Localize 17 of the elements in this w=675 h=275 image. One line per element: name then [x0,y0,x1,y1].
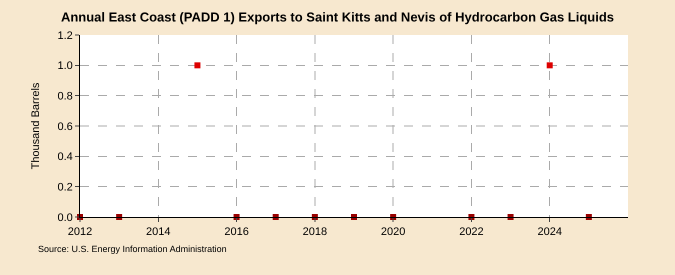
y-tick-label: 0.6 [58,120,73,133]
x-tick-label: 2020 [380,226,406,238]
x-tick-label: 2018 [302,226,328,238]
y-tick-label: 0.2 [58,182,73,194]
x-tick-label: 2024 [537,226,562,238]
y-tick-label: 0.8 [58,90,73,103]
y-axis-title: Thousand Barrels [30,82,42,170]
x-tick-label: 2022 [459,226,484,238]
y-tick-label: 1.2 [58,30,73,42]
source-note: Source: U.S. Energy Information Administration [38,244,227,254]
y-tick-label: 0.4 [58,151,73,164]
y-tick-label: 0.0 [58,212,73,224]
x-tick-label: 2014 [146,226,171,238]
chart-title: Annual East Coast (PADD 1) Exports to Saint Kitts and Nevis of Hydrocarbon Gas Liquids [60,9,614,24]
y-tick-label: 1.0 [58,60,73,72]
x-tick-label: 2012 [68,226,92,238]
x-tick-label: 2016 [224,226,249,238]
